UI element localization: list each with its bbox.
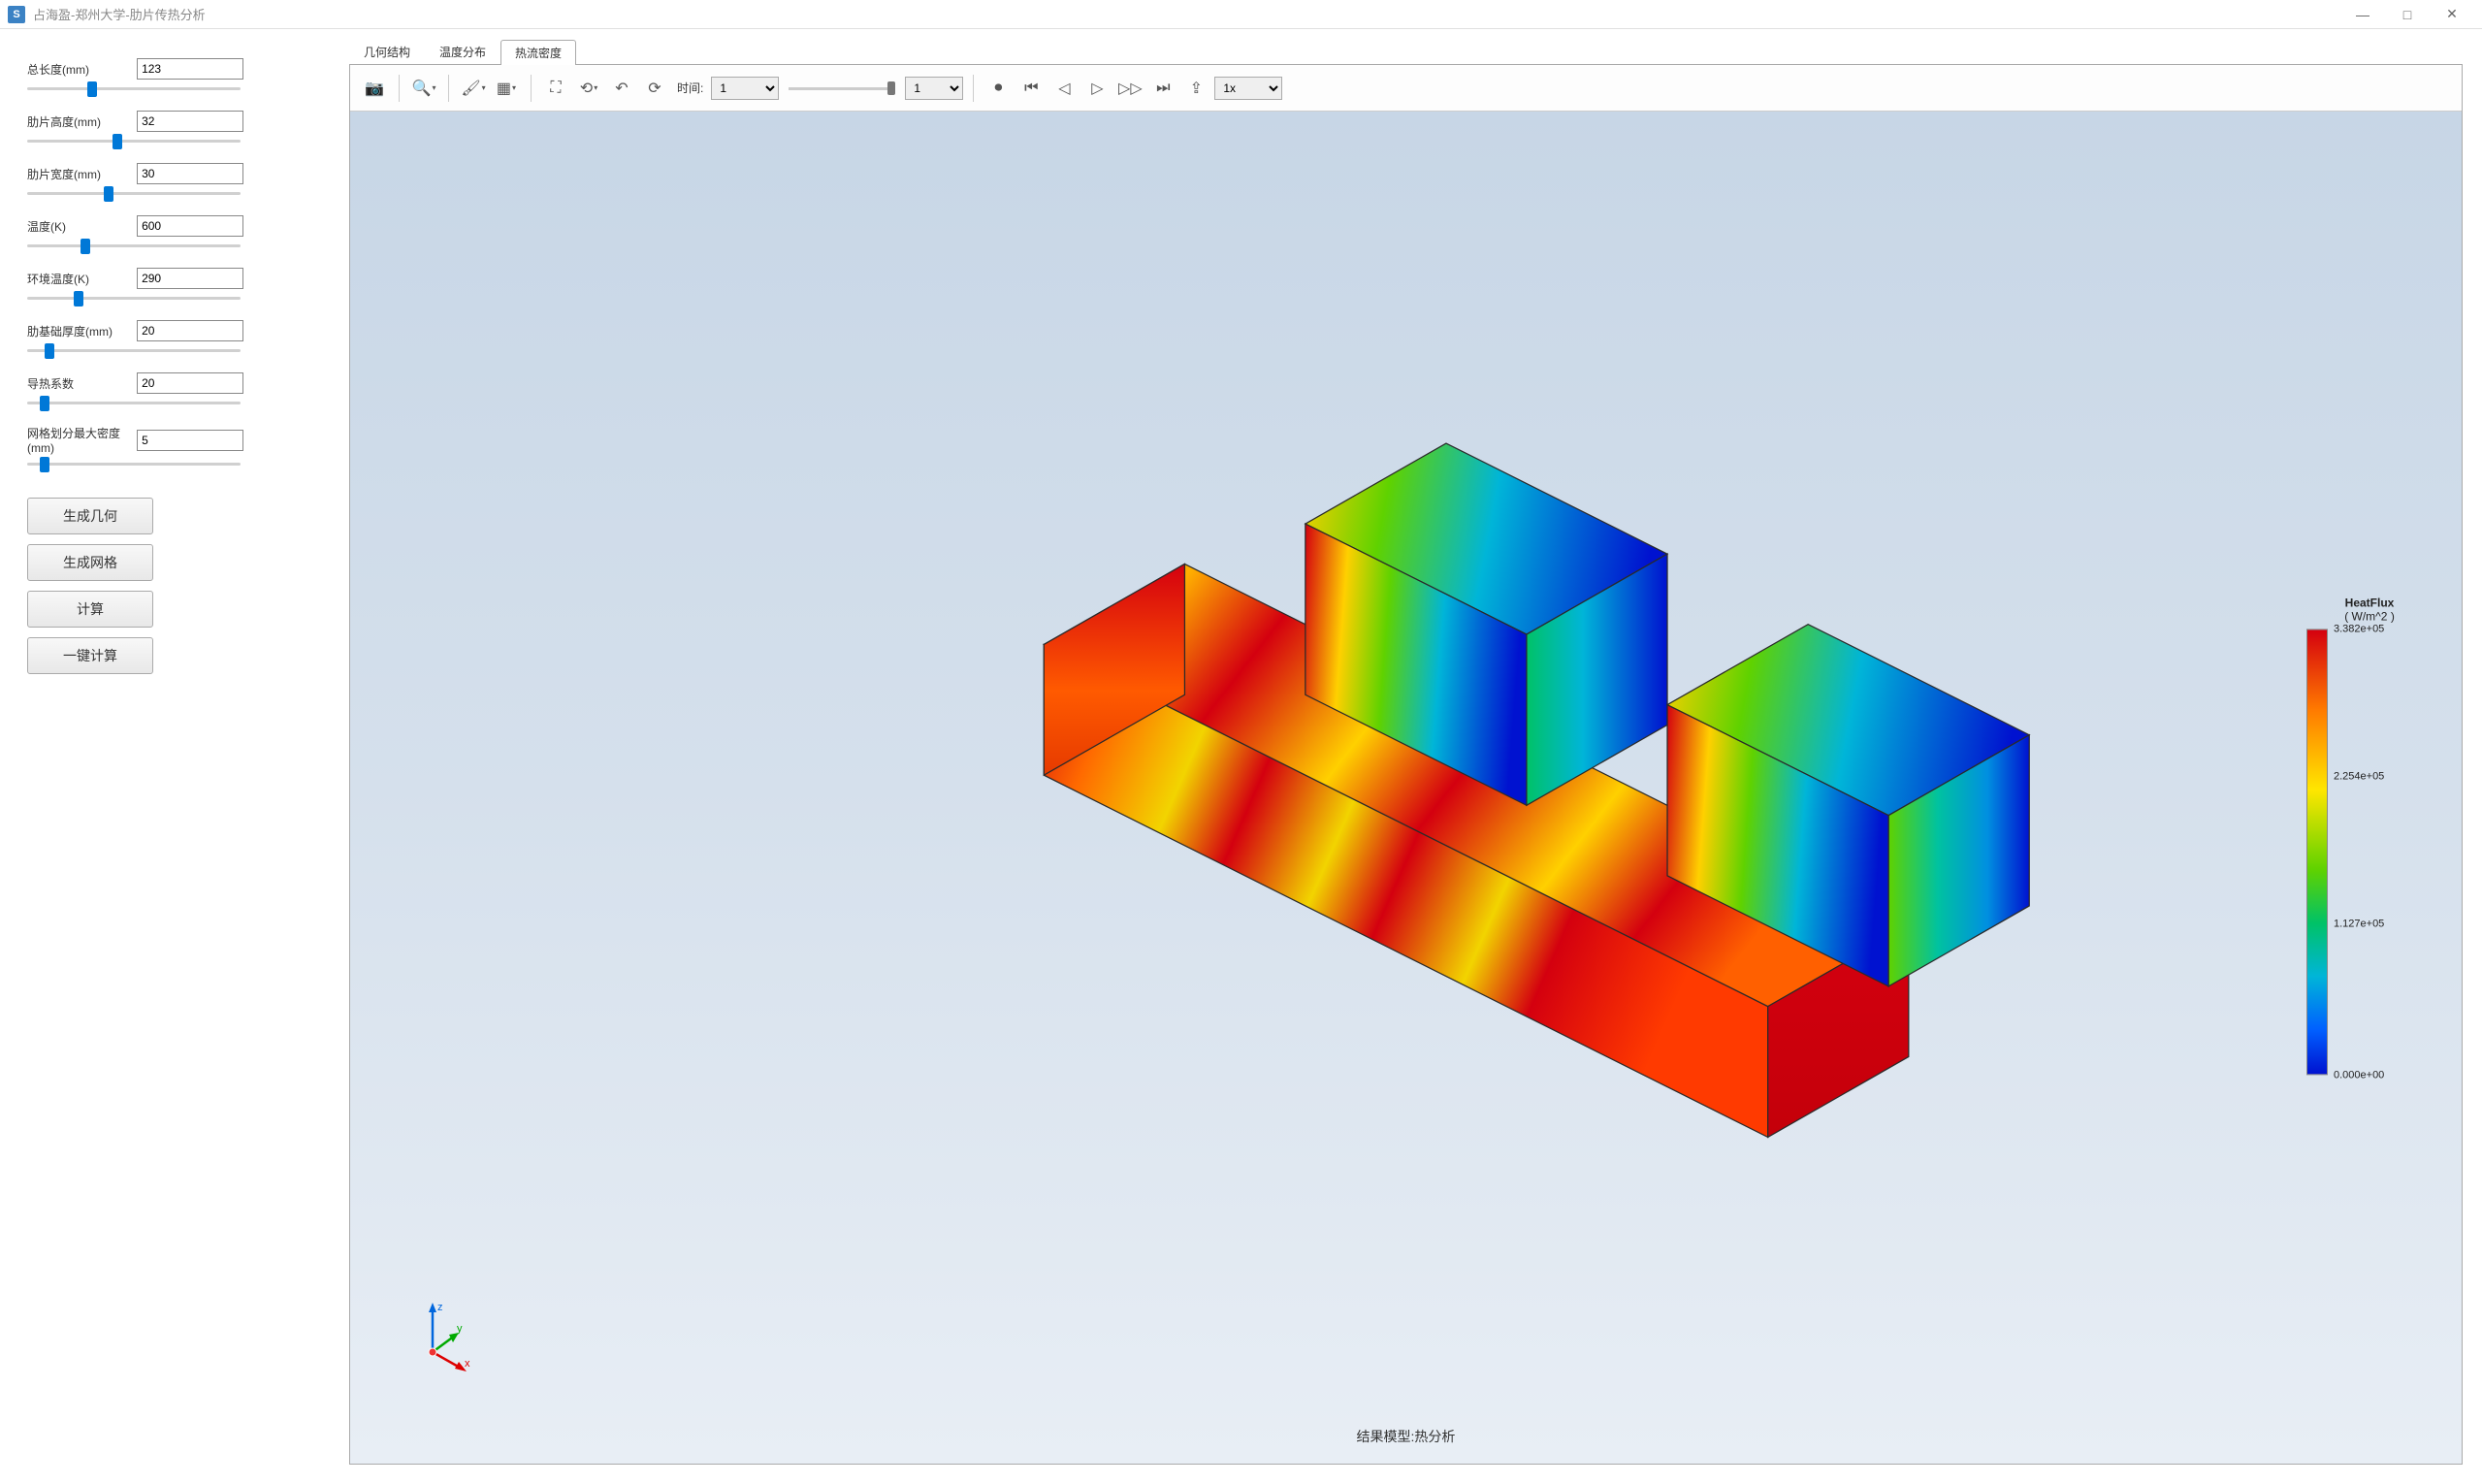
speed-select[interactable]: 1x	[1214, 77, 1282, 100]
camera-icon[interactable]: 📷	[360, 74, 389, 103]
color-legend: HeatFlux ( W/m^2 ) 3.382e+05 2.254e+05 1.1…	[2306, 596, 2433, 1075]
viewer-frame: 📷🔍▾🖌▾▦▾⛶⟲▾↶⟳时间:11⏺⏮◁▷▷▷⏭⇪1x	[349, 64, 2463, 1465]
param-slider-3[interactable]	[27, 241, 241, 250]
titlebar: S 占海盈-郑州大学-肋片传热分析 — □ ✕	[0, 0, 2482, 29]
param-slider-0[interactable]	[27, 83, 241, 93]
param-label: 肋片宽度(mm)	[27, 166, 134, 182]
window-title: 占海盈-郑州大学-肋片传热分析	[33, 5, 206, 23]
legend-tick: 2.254e+05	[2334, 770, 2384, 782]
param-label: 网格划分最大密度(mm)	[27, 425, 134, 455]
next-icon[interactable]: ▷▷	[1115, 74, 1144, 103]
param-slider-4[interactable]	[27, 293, 241, 303]
time-slider[interactable]	[789, 79, 895, 98]
compute-button[interactable]: 计算	[27, 591, 153, 628]
play-icon[interactable]: ▷	[1082, 74, 1112, 103]
generate-geometry-button[interactable]: 生成几何	[27, 498, 153, 534]
svg-text:x: x	[465, 1358, 470, 1370]
time-select[interactable]: 1	[711, 77, 779, 100]
param-label: 环境温度(K)	[27, 271, 134, 287]
legend-tick: 3.382e+05	[2334, 623, 2384, 634]
param-input-0[interactable]	[137, 58, 243, 80]
zoom-icon[interactable]: 🔍▾	[409, 74, 438, 103]
last-icon[interactable]: ⏭	[1148, 74, 1177, 103]
cube-icon[interactable]: ▦▾	[492, 74, 521, 103]
undo-icon[interactable]: ↶	[607, 74, 636, 103]
fit-icon[interactable]: ⛶	[541, 74, 570, 103]
param-label: 总长度(mm)	[27, 61, 134, 78]
result-tabs: 几何结构温度分布热流密度	[349, 39, 2463, 64]
tab-heatflux[interactable]: 热流密度	[500, 40, 576, 65]
app-icon: S	[8, 6, 25, 23]
legend-title: HeatFlux	[2306, 596, 2433, 609]
svg-text:y: y	[457, 1323, 463, 1335]
viewer-canvas[interactable]: z x y 结果模型:热分析 HeatFlux (	[350, 112, 2462, 1464]
refresh-icon[interactable]: ⟳	[640, 74, 669, 103]
param-input-7[interactable]	[137, 430, 243, 451]
legend-unit: ( W/m^2 )	[2306, 609, 2433, 623]
param-slider-5[interactable]	[27, 345, 241, 355]
step-select[interactable]: 1	[905, 77, 963, 100]
param-slider-1[interactable]	[27, 136, 241, 145]
param-slider-2[interactable]	[27, 188, 241, 198]
tab-geometry[interactable]: 几何结构	[349, 39, 425, 64]
legend-tick: 0.000e+00	[2334, 1069, 2384, 1081]
param-slider-7[interactable]	[27, 459, 241, 468]
axis-triad: z x y	[408, 1299, 486, 1376]
time-label: 时间:	[677, 80, 703, 96]
param-input-5[interactable]	[137, 320, 243, 341]
param-label: 肋基础厚度(mm)	[27, 323, 134, 339]
param-input-6[interactable]	[137, 372, 243, 394]
generate-mesh-button[interactable]: 生成网格	[27, 544, 153, 581]
tab-temperature[interactable]: 温度分布	[425, 39, 500, 64]
onekey-compute-button[interactable]: 一键计算	[27, 637, 153, 674]
export-icon[interactable]: ⇪	[1181, 74, 1210, 103]
param-label: 肋片高度(mm)	[27, 113, 134, 130]
parameter-sidebar: 总长度(mm) 肋片高度(mm) 肋片宽度(mm) 温度(K) 环境温度(K) …	[0, 29, 339, 1484]
viewer-toolbar: 📷🔍▾🖌▾▦▾⛶⟲▾↶⟳时间:11⏺⏮◁▷▷▷⏭⇪1x	[350, 65, 2462, 112]
param-input-3[interactable]	[137, 215, 243, 237]
prev-icon[interactable]: ◁	[1049, 74, 1079, 103]
param-input-2[interactable]	[137, 163, 243, 184]
close-button[interactable]: ✕	[2430, 0, 2474, 29]
param-label: 温度(K)	[27, 218, 134, 235]
viewer-caption: 结果模型:热分析	[350, 1427, 2462, 1446]
param-label: 导热系数	[27, 375, 134, 392]
svg-text:z: z	[437, 1302, 443, 1313]
param-slider-6[interactable]	[27, 398, 241, 407]
minimize-button[interactable]: —	[2340, 0, 2385, 29]
record-icon[interactable]: ⏺	[983, 74, 1013, 103]
param-input-4[interactable]	[137, 268, 243, 289]
highlight-icon[interactable]: 🖌▾	[459, 74, 488, 103]
rotate-icon[interactable]: ⟲▾	[574, 74, 603, 103]
model-render	[350, 112, 2462, 1464]
first-icon[interactable]: ⏮	[1016, 74, 1046, 103]
maximize-button[interactable]: □	[2385, 0, 2430, 29]
param-input-1[interactable]	[137, 111, 243, 132]
legend-tick: 1.127e+05	[2334, 918, 2384, 929]
legend-bar	[2306, 629, 2328, 1075]
